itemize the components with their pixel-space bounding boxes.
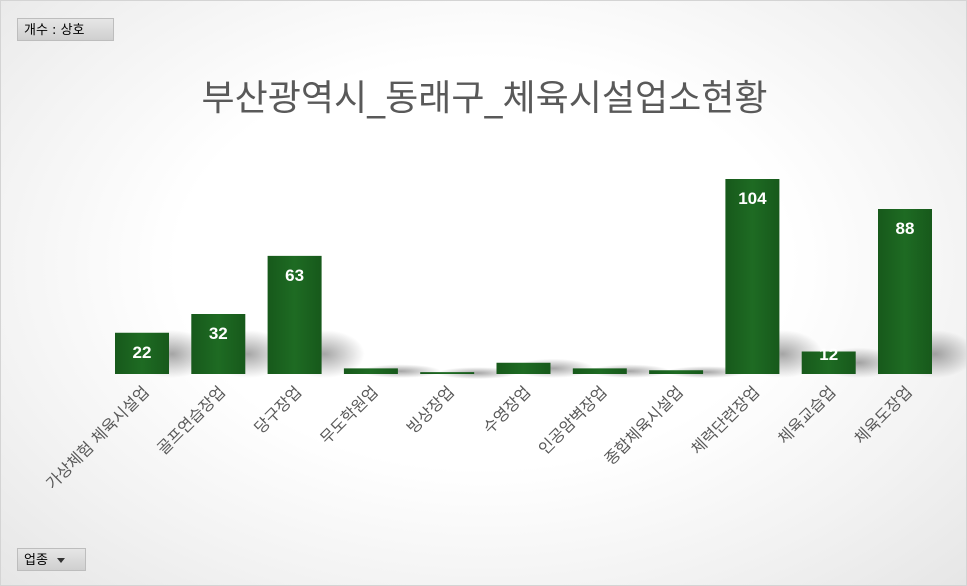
category-label-10: 체육도장업 (850, 382, 915, 447)
bar-5[interactable] (496, 362, 551, 374)
category-label-5: 수영장업 (479, 382, 534, 437)
bar-shadow (360, 364, 441, 378)
data-label-6: 3 (595, 345, 604, 364)
data-label-10: 88 (896, 219, 915, 238)
value-field-button[interactable]: 개수 : 상호 (17, 18, 114, 41)
bar-6[interactable] (572, 368, 627, 374)
bar-9[interactable] (801, 351, 856, 375)
data-label-9: 12 (819, 345, 838, 364)
data-label-2: 63 (285, 266, 304, 285)
category-label-1: 골프연습장업 (153, 382, 229, 458)
category-label-7: 종합체육시설업 (601, 382, 687, 468)
category-label-0: 가상체험 체육시설업 (42, 382, 153, 493)
bar-0[interactable] (115, 332, 169, 374)
category-label-2: 당구장업 (250, 382, 305, 437)
bar-4[interactable] (420, 372, 475, 374)
bar-10[interactable] (878, 209, 932, 374)
data-label-8: 104 (738, 189, 767, 208)
bar-8[interactable] (725, 179, 780, 374)
axis-field-button[interactable]: 업종 (17, 548, 86, 571)
bar-shadow (589, 364, 670, 378)
dropdown-arrow-icon (56, 558, 65, 563)
axis-field-label: 업종 (24, 553, 48, 568)
bar-3[interactable] (343, 368, 398, 374)
data-label-4: 1 (442, 345, 451, 364)
category-label-4: 빙상장업 (403, 382, 458, 437)
bar-1[interactable] (191, 314, 246, 374)
data-label-7: 2 (671, 345, 680, 364)
data-label-3: 3 (366, 345, 375, 364)
category-label-8: 체력단련장업 (687, 382, 763, 458)
chart-title: 부산광역시_동래구_체육시설업소현황 (201, 78, 768, 119)
data-label-5: 6 (519, 345, 528, 364)
category-label-9: 체육교습업 (774, 382, 839, 447)
data-label-0: 22 (133, 343, 152, 362)
data-label-1: 32 (209, 324, 228, 343)
category-label-3: 무도학원업 (316, 382, 381, 447)
category-label-6: 인공암벽장업 (535, 382, 611, 458)
value-field-label: 개수 : 상호 (24, 23, 85, 38)
bar-2[interactable] (267, 255, 322, 374)
bar-7[interactable] (649, 370, 704, 374)
